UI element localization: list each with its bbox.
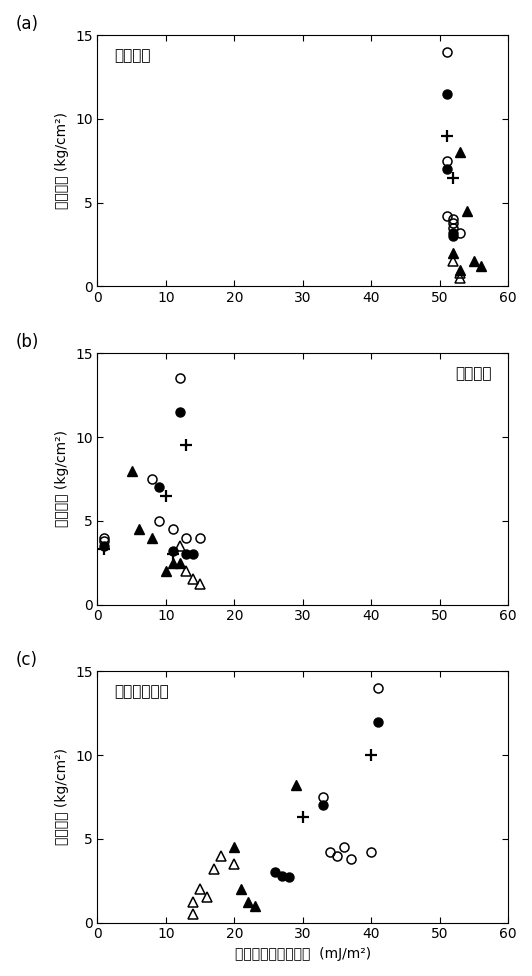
Y-axis label: 付着強度 (kg/cm²): 付着強度 (kg/cm²) (55, 749, 69, 845)
Text: 分散成分: 分散成分 (114, 48, 151, 62)
Y-axis label: 付着強度 (kg/cm²): 付着強度 (kg/cm²) (55, 430, 69, 527)
Text: (a): (a) (15, 15, 38, 33)
Text: (c): (c) (15, 651, 37, 669)
X-axis label: 表面エネルギー成分  (mJ/m²): 表面エネルギー成分 (mJ/m²) (235, 947, 371, 961)
Text: (b): (b) (15, 333, 39, 350)
Y-axis label: 付着強度 (kg/cm²): 付着強度 (kg/cm²) (55, 112, 69, 209)
Text: 極性成分: 極性成分 (455, 366, 492, 381)
Text: 水素結合成分: 水素結合成分 (114, 684, 169, 699)
